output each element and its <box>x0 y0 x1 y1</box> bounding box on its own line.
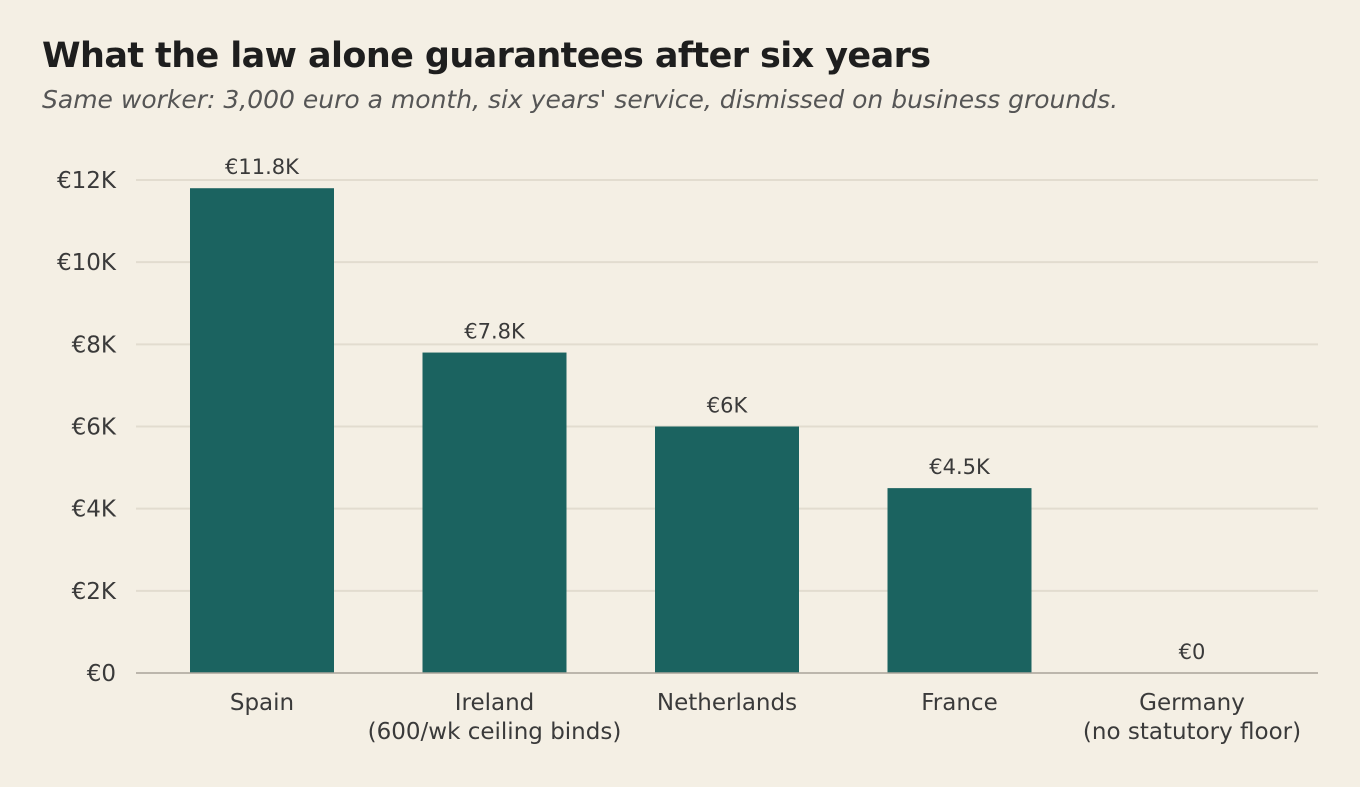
x-tick-label: Ireland <box>455 690 535 716</box>
y-tick-label: €6K <box>72 415 117 441</box>
chart-subtitle: Same worker: 3,000 euro a month, six yea… <box>42 85 1119 114</box>
x-tick-label: Spain <box>230 690 294 716</box>
value-label: €4.5K <box>929 455 991 479</box>
x-tick-label: (no statutory floor) <box>1083 719 1301 745</box>
y-tick-label: €10K <box>57 250 117 276</box>
bar <box>190 188 334 673</box>
bar <box>422 352 567 673</box>
bar <box>887 488 1032 673</box>
chart-title: What the law alone guarantees after six … <box>42 36 931 76</box>
value-label: €0 <box>1179 640 1206 664</box>
labels: €0 €2K €4K €6K €8K €10K €12K €11.8K Spain €7.8K Ir… <box>57 155 1301 745</box>
x-tick-label: France <box>921 690 997 716</box>
value-label: €7.8K <box>464 320 526 344</box>
bar <box>655 426 799 673</box>
value-label: €6K <box>707 394 749 418</box>
x-tick-label: (600/wk ceiling binds) <box>368 719 622 745</box>
y-tick-label: €8K <box>72 332 117 358</box>
y-tick-label: €2K <box>72 579 117 605</box>
y-tick-label: €4K <box>72 497 117 523</box>
x-tick-label: Germany <box>1139 690 1245 716</box>
y-tick-label: €12K <box>57 168 117 194</box>
y-tick-label: €0 <box>87 661 116 687</box>
value-label: €11.8K <box>225 155 300 179</box>
bars <box>190 188 1032 673</box>
x-tick-label: Netherlands <box>657 690 797 716</box>
